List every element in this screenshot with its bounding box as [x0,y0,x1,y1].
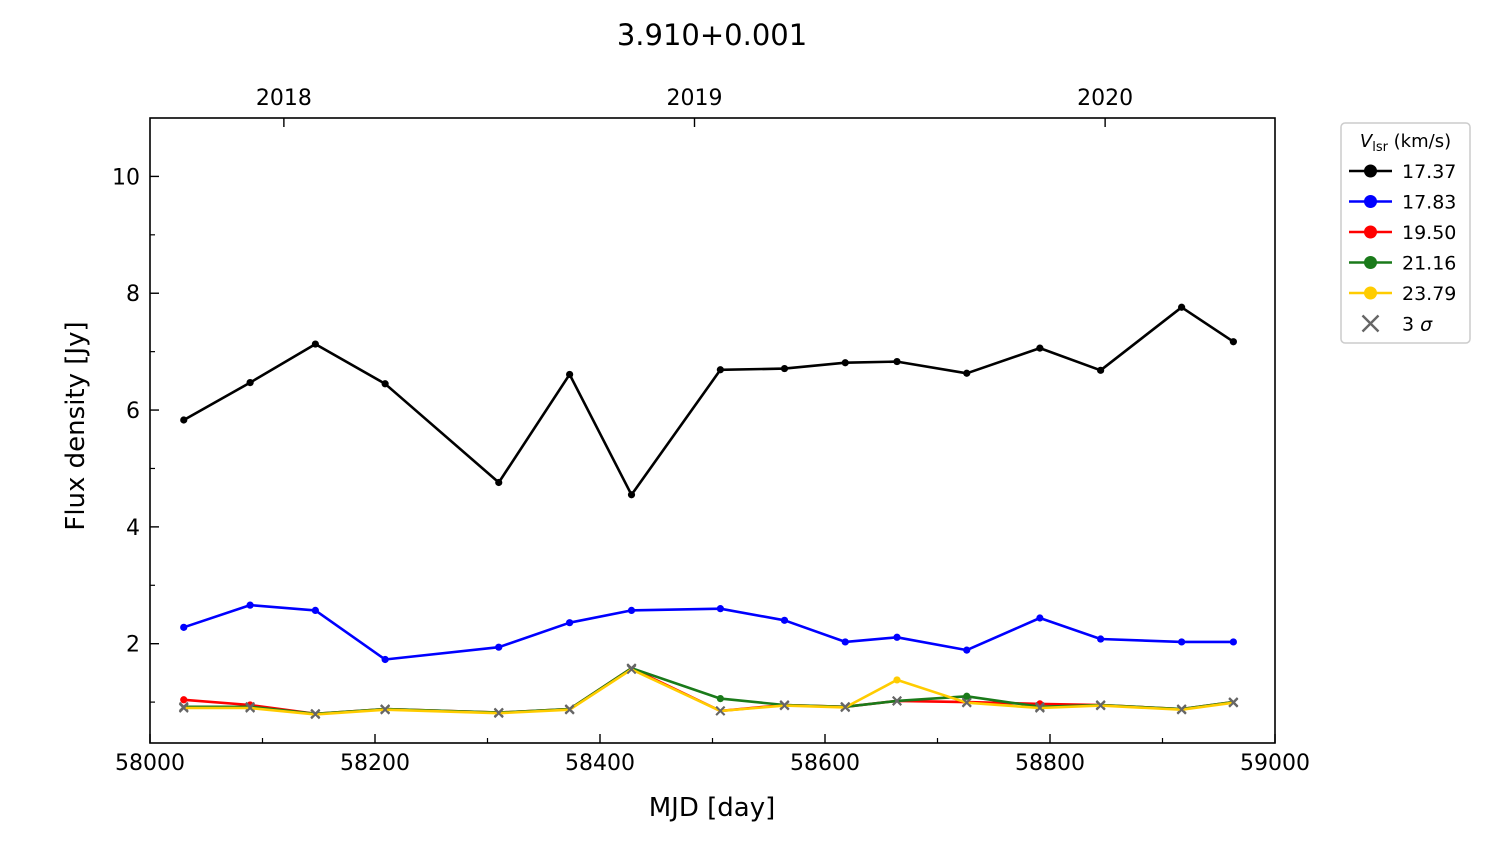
y-tick-label: 10 [112,165,140,190]
y-tick-label: 2 [126,633,140,658]
legend-sigma-label: 3 σ [1402,314,1433,336]
data-point [311,340,319,348]
upper-limit-marker [626,664,637,675]
data-point [893,357,901,366]
data-point [780,364,789,373]
plot-area [149,117,1276,744]
data-point [1097,366,1105,374]
legend-sigma-marker [1361,314,1380,333]
upper-limit-marker [779,700,790,711]
data-point [893,676,901,684]
data-point [716,366,724,374]
data-point [180,416,188,424]
data-point [311,606,319,615]
upper-limit-marker [1095,700,1106,711]
upper-limit-marker [310,709,321,720]
x-axis-label: MJD [day] [649,793,776,823]
legend: Vlsr (km/s) 17.37 17.83 19.50 21.16 23.79 3 σ [1340,122,1471,344]
series-line-0 [183,305,1235,497]
y-tick-label: 4 [126,516,140,541]
legend-label: 21.16 [1402,253,1456,275]
x-tick-label: 58200 [340,751,410,776]
x-tick-label: 58000 [115,751,185,776]
data-point [893,633,901,641]
legend-marker [1364,164,1377,178]
top-year-label: 2018 [256,86,312,111]
y-tick-label: 6 [126,399,140,424]
series-line-4 [183,668,1234,716]
legend-label: 17.83 [1402,192,1456,214]
plot-frame [149,117,1276,744]
upper-limit-marker [564,704,575,715]
legend-marker [1364,195,1377,208]
data-point [963,369,971,377]
data-point [627,606,636,615]
data-point [381,655,389,664]
y-tick-label: 8 [126,282,140,307]
y-axis-label: Flux density [Jy] [61,321,91,530]
top-year-axis: 2018 2019 2020 [256,86,1133,127]
x-tick-label: 58600 [790,751,860,776]
x-axis: 58000 58200 58400 58600 58800 59000 [115,734,1310,776]
legend-marker [1364,286,1377,300]
upper-limit-marker [380,704,391,715]
legend-label: 23.79 [1402,283,1456,305]
x-tick-label: 58800 [1015,751,1085,776]
data-point [495,643,503,651]
top-year-label: 2019 [667,86,723,111]
top-year-label: 2020 [1077,86,1133,111]
x-tick-label: 59000 [1240,751,1310,776]
data-point [841,638,849,646]
data-point [963,646,971,654]
upper-limit-marker [1034,703,1045,713]
upper-limit-marker [245,703,256,713]
data-point [1097,635,1105,643]
data-point [627,491,636,499]
data-point [381,380,389,388]
data-point [246,379,254,387]
legend-marker [1364,256,1377,269]
legend-marker [1364,225,1377,239]
data-point [246,601,254,609]
upper-limit-marker [1176,704,1187,715]
data-point [180,623,188,631]
upper-limit-marker [840,702,851,713]
upper-limit-marker [1228,697,1239,708]
data-point [566,370,574,379]
upper-limit-marker [715,705,726,716]
data-point [1178,303,1186,311]
legend-label: 19.50 [1402,222,1456,244]
data-point [963,692,971,700]
data-point [1229,638,1237,646]
chart-title: 3.910+0.001 [617,18,807,52]
legend-title: Vlsr (km/s) [1360,131,1451,155]
y-axis: 2 4 6 8 10 [112,165,159,703]
data-point [716,695,724,703]
upper-limit-marker [961,697,972,708]
data-point [1178,638,1186,646]
upper-limit-marker [178,703,189,713]
data-point [180,696,188,704]
x-tick-label: 58400 [565,751,635,776]
data-point [841,359,849,367]
series-line-1 [183,603,1234,661]
data-point [780,616,789,624]
data-point [716,605,724,613]
data-point [495,478,503,487]
data-point [566,619,574,627]
upper-limit-marker [493,708,504,719]
data-point [1229,338,1237,346]
data-point [1036,614,1044,622]
legend-label: 17.37 [1402,161,1456,183]
upper-limit-marker [892,696,902,706]
data-point [1036,344,1044,352]
